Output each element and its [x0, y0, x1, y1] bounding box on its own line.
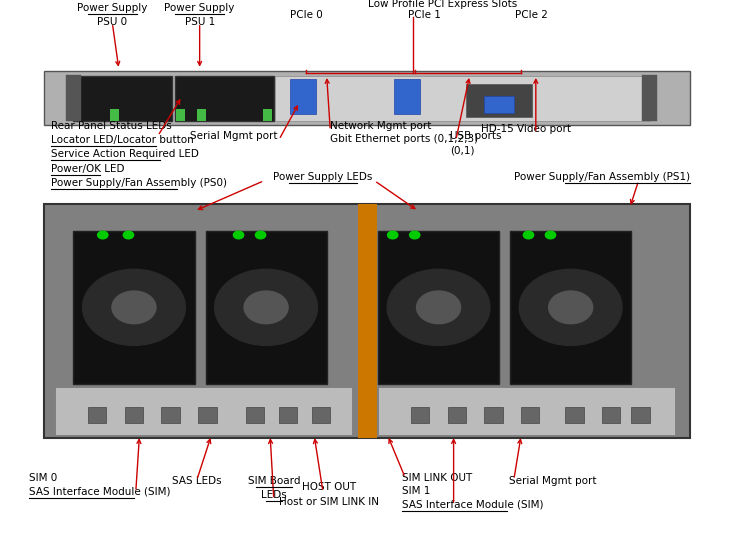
FancyBboxPatch shape: [484, 407, 503, 423]
Circle shape: [545, 231, 556, 239]
Text: PCIe 2: PCIe 2: [515, 10, 548, 20]
Text: SAS Interface Module (SIM): SAS Interface Module (SIM): [402, 500, 544, 510]
Text: PCIe 1: PCIe 1: [408, 10, 440, 20]
FancyBboxPatch shape: [275, 76, 650, 121]
FancyBboxPatch shape: [73, 231, 195, 384]
FancyBboxPatch shape: [44, 204, 690, 438]
Text: HD-15 Video port: HD-15 Video port: [481, 125, 571, 134]
FancyBboxPatch shape: [197, 109, 206, 121]
FancyBboxPatch shape: [448, 407, 466, 423]
Text: Low Profile PCI Express Slots: Low Profile PCI Express Slots: [368, 0, 517, 9]
FancyBboxPatch shape: [642, 75, 657, 121]
Text: Power Supply LEDs: Power Supply LEDs: [273, 172, 373, 182]
Text: Service Action Required LED: Service Action Required LED: [51, 150, 199, 159]
FancyBboxPatch shape: [565, 407, 584, 423]
Text: SAS Interface Module (SIM): SAS Interface Module (SIM): [29, 487, 171, 497]
FancyBboxPatch shape: [66, 75, 81, 121]
Circle shape: [98, 231, 108, 239]
Circle shape: [388, 269, 490, 345]
FancyBboxPatch shape: [631, 407, 650, 423]
FancyBboxPatch shape: [290, 79, 316, 114]
FancyBboxPatch shape: [378, 231, 499, 384]
FancyBboxPatch shape: [73, 76, 172, 121]
FancyBboxPatch shape: [279, 407, 297, 423]
Text: SAS LEDs: SAS LEDs: [172, 476, 222, 486]
Text: Power Supply: Power Supply: [77, 3, 148, 13]
Text: Serial Mgmt port: Serial Mgmt port: [509, 476, 597, 486]
FancyBboxPatch shape: [246, 407, 264, 423]
Text: (0,1): (0,1): [450, 145, 474, 155]
Text: Network Mgmt port: Network Mgmt port: [330, 121, 432, 131]
Circle shape: [215, 269, 318, 345]
Circle shape: [123, 231, 134, 239]
FancyBboxPatch shape: [521, 407, 539, 423]
FancyBboxPatch shape: [161, 407, 180, 423]
FancyBboxPatch shape: [206, 231, 327, 384]
FancyBboxPatch shape: [602, 407, 620, 423]
Circle shape: [519, 269, 622, 345]
Text: SIM 1: SIM 1: [402, 486, 431, 496]
Text: USB ports: USB ports: [450, 131, 501, 141]
FancyBboxPatch shape: [510, 231, 631, 384]
FancyBboxPatch shape: [125, 407, 143, 423]
Circle shape: [388, 231, 398, 239]
Text: Gbit Ethernet ports (0,1,2,3): Gbit Ethernet ports (0,1,2,3): [330, 134, 479, 144]
Text: SIM LINK OUT: SIM LINK OUT: [402, 473, 473, 483]
Text: PSU 0: PSU 0: [97, 17, 128, 27]
FancyBboxPatch shape: [110, 109, 119, 121]
FancyBboxPatch shape: [411, 407, 429, 423]
Text: Serial Mgmt port: Serial Mgmt port: [190, 131, 277, 141]
Text: PCIe 0: PCIe 0: [290, 10, 322, 20]
FancyBboxPatch shape: [378, 387, 675, 435]
Text: Host or SIM LINK IN: Host or SIM LINK IN: [279, 497, 379, 506]
FancyBboxPatch shape: [263, 109, 272, 121]
Circle shape: [244, 291, 288, 324]
Text: SIM 0: SIM 0: [29, 473, 57, 483]
FancyBboxPatch shape: [466, 84, 532, 117]
Text: Rear Panel Status LEDs: Rear Panel Status LEDs: [51, 121, 172, 131]
Circle shape: [417, 291, 461, 324]
FancyBboxPatch shape: [312, 407, 330, 423]
FancyBboxPatch shape: [484, 96, 514, 113]
Circle shape: [233, 231, 244, 239]
FancyBboxPatch shape: [55, 387, 352, 435]
Circle shape: [410, 231, 420, 239]
Text: HOST OUT: HOST OUT: [302, 483, 356, 492]
Text: LEDs: LEDs: [261, 490, 287, 500]
Circle shape: [255, 231, 266, 239]
Text: Locator LED/Locator button: Locator LED/Locator button: [51, 135, 194, 145]
FancyBboxPatch shape: [358, 204, 377, 438]
FancyBboxPatch shape: [198, 407, 217, 423]
FancyBboxPatch shape: [176, 109, 185, 121]
Text: PSU 1: PSU 1: [184, 17, 215, 27]
FancyBboxPatch shape: [44, 71, 690, 125]
Circle shape: [82, 269, 185, 345]
FancyBboxPatch shape: [88, 407, 106, 423]
FancyBboxPatch shape: [175, 76, 274, 121]
Text: Power Supply/Fan Assembly (PS0): Power Supply/Fan Assembly (PS0): [51, 178, 228, 188]
Text: SIM Board: SIM Board: [247, 476, 300, 486]
FancyBboxPatch shape: [394, 79, 420, 114]
Text: Power Supply: Power Supply: [164, 3, 235, 13]
Circle shape: [112, 291, 156, 324]
Circle shape: [523, 231, 534, 239]
Text: Power/OK LED: Power/OK LED: [51, 164, 125, 174]
Circle shape: [548, 291, 592, 324]
Text: Power Supply/Fan Assembly (PS1): Power Supply/Fan Assembly (PS1): [514, 172, 690, 182]
